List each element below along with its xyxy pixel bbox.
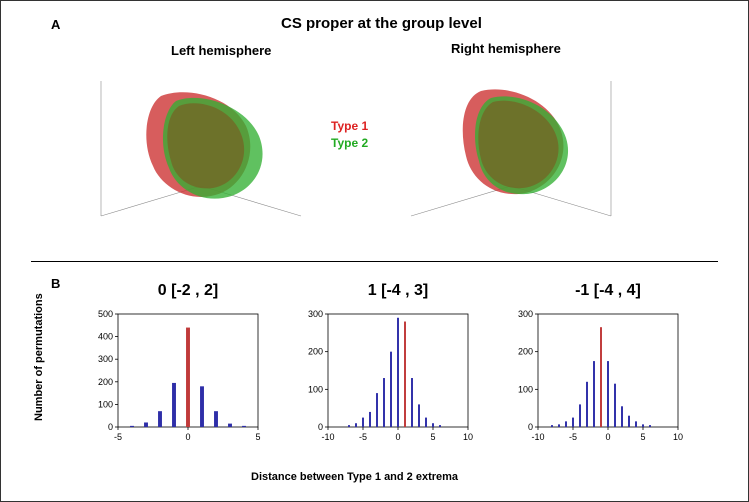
- panel-b-label: B: [51, 276, 60, 291]
- svg-text:-5: -5: [114, 432, 122, 442]
- svg-text:400: 400: [98, 332, 113, 342]
- panel-a-label: A: [51, 17, 60, 32]
- panel-a-title: CS proper at the group level: [281, 15, 482, 32]
- figure-container: A CS proper at the group level Left hemi…: [0, 0, 749, 502]
- histogram-title-0: 0 [-2 , 2]: [118, 282, 258, 300]
- svg-text:0: 0: [185, 432, 190, 442]
- svg-text:0: 0: [395, 432, 400, 442]
- svg-text:200: 200: [308, 347, 323, 357]
- ylabel: Number of permutations: [33, 293, 45, 421]
- svg-text:100: 100: [98, 399, 113, 409]
- svg-text:300: 300: [98, 354, 113, 364]
- svg-text:-10: -10: [531, 432, 544, 442]
- svg-text:100: 100: [308, 384, 323, 394]
- svg-text:5: 5: [430, 432, 435, 442]
- svg-text:200: 200: [98, 377, 113, 387]
- xlabel: Distance between Type 1 and 2 extrema: [251, 471, 458, 483]
- svg-text:0: 0: [108, 422, 113, 432]
- svg-text:-5: -5: [359, 432, 367, 442]
- histogram-0: 0100200300400500-505: [86, 306, 266, 451]
- svg-text:5: 5: [640, 432, 645, 442]
- svg-text:200: 200: [518, 347, 533, 357]
- legend-type2: Type 2: [331, 136, 368, 150]
- svg-text:300: 300: [518, 309, 533, 319]
- svg-text:0: 0: [605, 432, 610, 442]
- svg-text:500: 500: [98, 309, 113, 319]
- panel-divider: [31, 261, 718, 262]
- histogram-1: 0 100 200 300 -10 -5 0 5 10: [296, 306, 476, 451]
- histogram-title-2: -1 [-4 , 4]: [538, 282, 678, 300]
- svg-text:0: 0: [528, 422, 533, 432]
- legend-type2-label: Type 2: [331, 136, 368, 150]
- svg-text:300: 300: [308, 309, 323, 319]
- legend-type1-label: Type 1: [331, 119, 368, 133]
- right-brain-render: [401, 66, 621, 226]
- svg-text:10: 10: [463, 432, 473, 442]
- histogram-title-1: 1 [-4 , 3]: [328, 282, 468, 300]
- svg-text:-10: -10: [321, 432, 334, 442]
- svg-text:10: 10: [673, 432, 683, 442]
- left-hemisphere-label: Left hemisphere: [171, 43, 271, 58]
- right-hemisphere-label: Right hemisphere: [451, 41, 561, 56]
- legend-type1: Type 1: [331, 119, 368, 133]
- svg-text:5: 5: [255, 432, 260, 442]
- histogram-2: 0 100 200 300 -10 -5 0 5 10: [506, 306, 686, 451]
- svg-text:0: 0: [318, 422, 323, 432]
- svg-text:100: 100: [518, 384, 533, 394]
- svg-text:-5: -5: [569, 432, 577, 442]
- left-brain-render: [91, 66, 311, 226]
